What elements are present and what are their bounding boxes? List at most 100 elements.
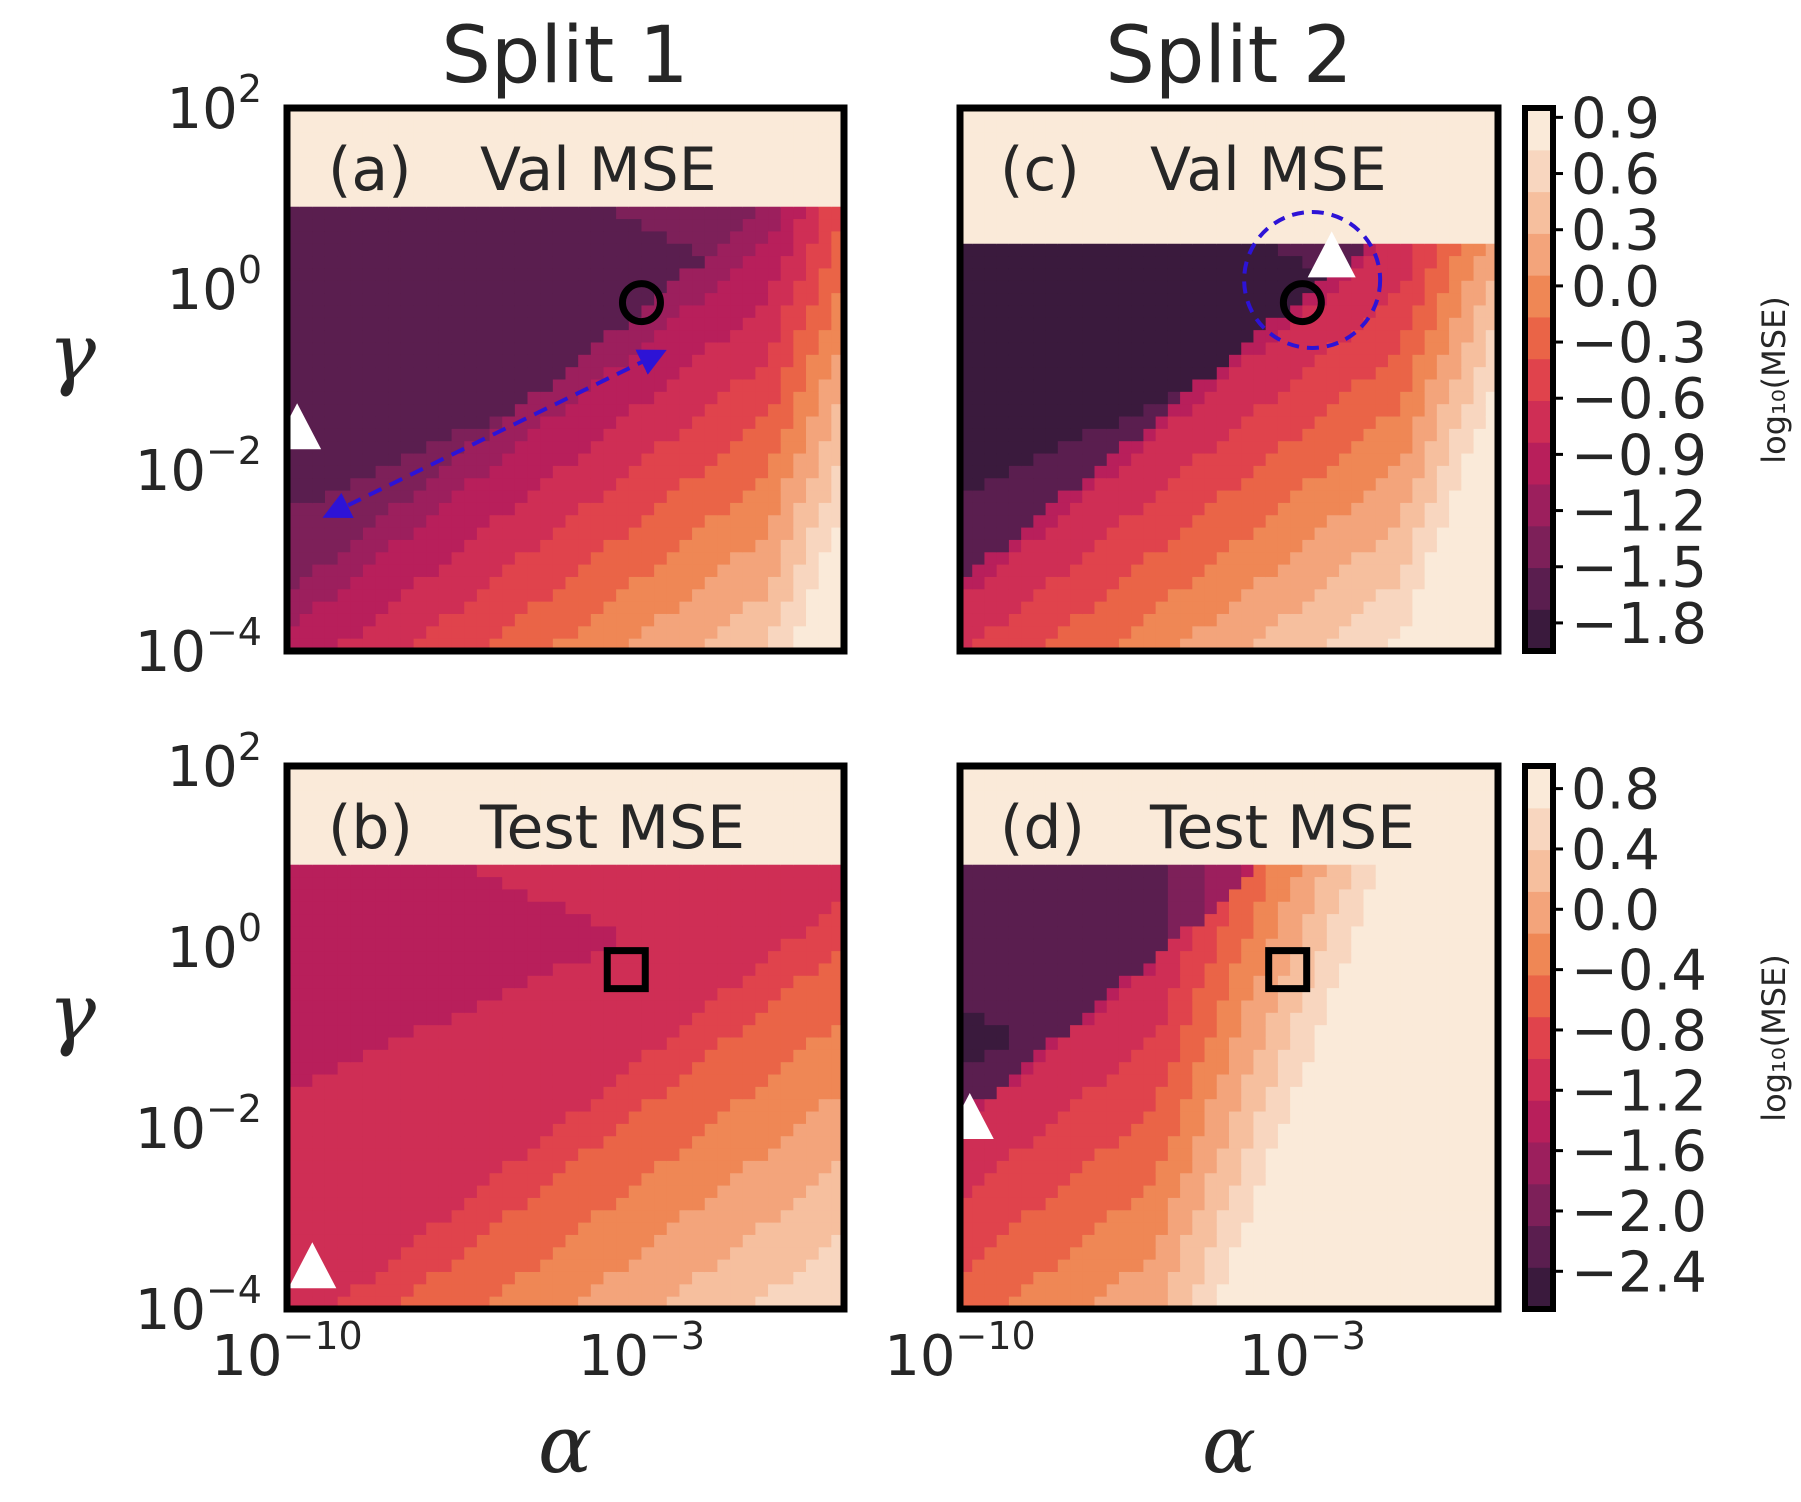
heatmap-cell-c [984,120,998,134]
heatmap-cell-a [337,391,351,405]
heatmap-cell-b [806,889,820,903]
heatmap-cell-a [641,527,655,541]
heatmap-cell-b [603,827,617,841]
heatmap-cell-a [806,293,820,307]
heatmap-cell-b [793,1012,807,1026]
heatmap-cell-b [616,1136,630,1150]
heatmap-cell-c [1253,416,1267,430]
heatmap-cell-a [388,231,402,245]
heatmap-cell-a [666,342,681,356]
heatmap-cell-c [1033,243,1047,257]
heatmap-cell-c [1204,219,1218,233]
heatmap-cell-c [1070,367,1083,381]
heatmap-cell-c [1094,194,1108,208]
heatmap-cell-c [972,613,986,627]
heatmap-cell-a [742,194,756,208]
heatmap-cell-c [1094,157,1108,171]
heatmap-cell-b [375,1123,389,1137]
heatmap-cell-a [565,243,579,257]
heatmap-cell-b [768,1000,782,1014]
heatmap-cell-c [1094,416,1108,430]
heatmap-cell-b [692,1247,706,1261]
heatmap-cell-b [768,889,782,903]
heatmap-cell-b [704,963,719,977]
heatmap-cell-c [1131,293,1145,307]
heatmap-cell-c [1241,626,1255,640]
heatmap-cell-b [793,1284,807,1298]
heatmap-cell-a [540,527,554,541]
heatmap-cell-b [464,1062,478,1076]
heatmap-cell-a [603,243,617,257]
heatmap-cell-b [388,827,402,841]
heatmap-cell-a [616,206,630,220]
heatmap-cell-a [489,145,503,158]
heatmap-cell-c [1021,626,1034,640]
heatmap-cell-b [717,1025,731,1039]
heatmap-cell-a [540,453,554,467]
heatmap-cell-a [742,317,756,331]
heatmap-cell-c [1033,231,1047,245]
heatmap-cell-a [818,478,832,492]
heatmap-cell-a [590,576,605,590]
heatmap-cell-b [527,963,541,977]
heatmap-cell-c [1045,441,1059,455]
heatmap-cell-b [388,1222,402,1236]
heatmap-cell-a [590,206,605,220]
heatmap-cell-b [780,914,794,928]
heatmap-cell-a [692,219,706,233]
heatmap-cell-b [641,1000,655,1014]
heatmap-cell-a [730,182,744,195]
heatmap-cell-b [413,1160,427,1174]
heatmap-cell-b [438,1148,453,1162]
heatmap-cell-a [565,576,579,590]
heatmap-cell-c [1008,231,1022,245]
heatmap-cell-c [1204,515,1218,529]
heatmap-cell-c [1131,613,1145,627]
heatmap-cell-a [818,453,832,467]
heatmap-cell-a [578,342,592,356]
heatmap-cell-a [730,539,744,553]
heatmap-cell-a [514,626,529,640]
heatmap-cell-b [400,963,415,977]
heatmap-cell-b [806,951,820,965]
heatmap-cell-a [299,169,313,183]
heatmap-cell-c [1021,601,1034,615]
heatmap-cell-b [388,1049,402,1063]
heatmap-cell-a [692,194,706,208]
heatmap-cell-a [704,268,719,282]
heatmap-cell-c [1216,576,1230,590]
heatmap-cell-a [578,354,592,368]
heatmap-cell-b [413,790,427,804]
heatmap-cell-b [527,840,541,853]
heatmap-cell-c [1094,256,1108,270]
heatmap-cell-b [324,1074,339,1088]
heatmap-cell-c [1021,157,1034,171]
heatmap-cell-a [489,120,503,134]
heatmap-cell-a [742,416,756,430]
heatmap-cell-a [413,145,427,158]
heatmap-cell-a [578,601,592,615]
heatmap-cell-b [540,815,554,829]
heatmap-cell-b [476,1012,491,1026]
heatmap-cell-a [717,379,731,393]
heatmap-cell-b [476,864,491,878]
heatmap-cell-b [755,1012,769,1026]
heatmap-cell-b [578,1173,592,1187]
heatmap-cell-a [692,589,706,603]
heatmap-cell-a [616,552,630,566]
heatmap-cell-b [527,778,541,792]
heatmap-cell-b [540,1136,554,1150]
heatmap-cell-c [1070,132,1083,146]
heatmap-cell-b [552,790,567,804]
heatmap-cell-b [704,1086,719,1100]
heatmap-cell-b [337,1074,351,1088]
heatmap-cell-b [552,963,567,977]
heatmap-cell-a [502,219,516,233]
heatmap-cell-b [717,1086,731,1100]
heatmap-cell-a [476,120,491,134]
heatmap-cell-a [590,465,605,479]
heatmap-cell-a [755,132,769,146]
heatmap-cell-c [1021,404,1034,418]
frame-b [283,762,848,1313]
heatmap-cell-a [324,428,339,442]
